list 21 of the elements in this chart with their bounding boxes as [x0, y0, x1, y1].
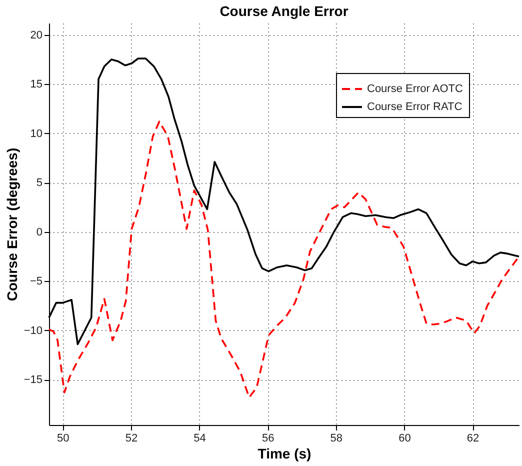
y-tick-label: 20 — [30, 29, 42, 42]
y-axis-title: Course Error (degrees) — [4, 148, 20, 302]
x-tick-label: 58 — [330, 432, 343, 444]
x-tick-label: 60 — [398, 432, 411, 444]
x-tick-label: 50 — [57, 432, 70, 444]
legend-label: Course Error RATC — [367, 101, 462, 113]
legend-label: Course Error AOTC — [367, 83, 464, 95]
y-tick-label: 15 — [30, 78, 42, 91]
x-axis-title: Time (s) — [258, 446, 312, 462]
y-tick-label: 10 — [30, 128, 42, 140]
x-tick-label: 54 — [194, 432, 206, 444]
y-tick-label: 5 — [36, 177, 42, 190]
line-series — [48, 120, 520, 398]
x-tick-label: 56 — [262, 432, 274, 444]
y-tick-label: 0 — [36, 226, 42, 238]
x-tick-label: 62 — [466, 432, 480, 444]
y-tick-label: −5 — [30, 276, 42, 288]
x-tick-label: 52 — [125, 432, 138, 444]
y-tick-label: −15 — [24, 374, 42, 386]
y-tick-label: −10 — [24, 324, 42, 337]
chart-title: Course Angle Error — [220, 3, 349, 19]
